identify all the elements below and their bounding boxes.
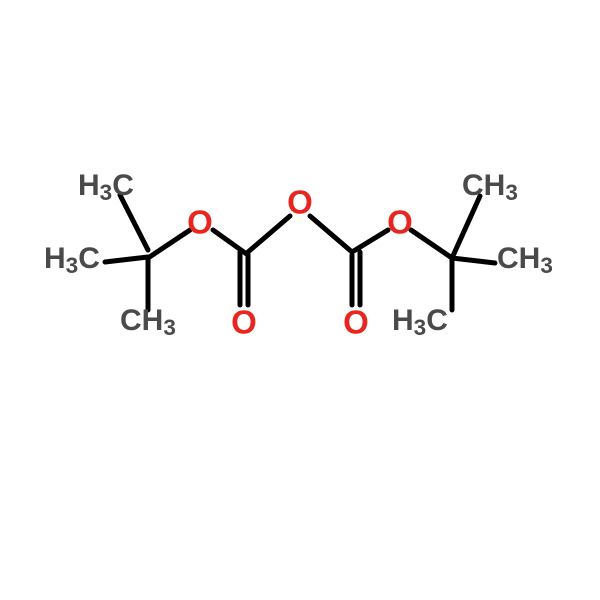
molecule-diagram: O O O O O H3C H3C CH3 CH3 CH3 H3C: [0, 0, 600, 600]
oxygen-label: O: [387, 204, 413, 241]
bond: [452, 258, 495, 263]
oxygen-label: O: [343, 304, 369, 341]
methyl-label: H3C: [392, 304, 448, 340]
methyl-label: CH3: [120, 304, 176, 340]
oxygen-labels-group: O O O O O: [187, 184, 413, 341]
methyl-label: CH3: [497, 242, 553, 278]
methyl-label: CH3: [462, 169, 518, 205]
bond: [452, 196, 480, 258]
bond: [248, 216, 290, 252]
bond: [213, 230, 248, 255]
oxygen-label: O: [187, 204, 213, 241]
oxygen-label: O: [231, 304, 257, 341]
bond: [411, 230, 452, 258]
bond: [352, 230, 388, 252]
methyl-label: H3C: [44, 242, 100, 278]
bond: [148, 230, 190, 258]
methyl-label: H3C: [78, 169, 134, 205]
bond: [120, 195, 148, 250]
bond: [310, 216, 352, 252]
bond: [105, 257, 148, 262]
oxygen-label: O: [287, 184, 313, 221]
